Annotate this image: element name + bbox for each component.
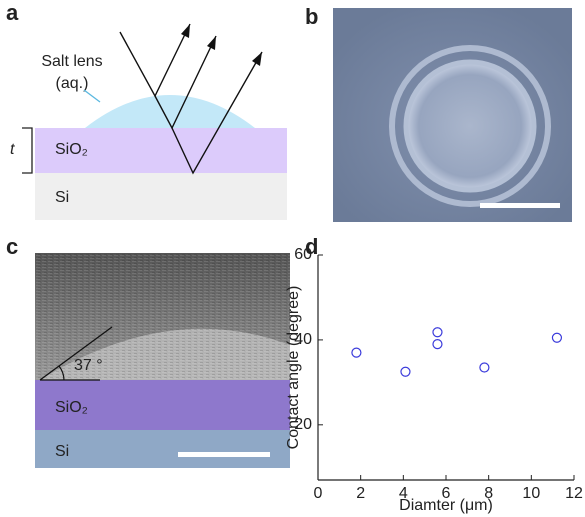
y-axis-title: Contact angle (degree) <box>285 286 302 450</box>
y-tick-label: 40 <box>294 331 312 348</box>
x-tick-label: 0 <box>314 485 323 502</box>
si-layer <box>35 173 287 220</box>
sio2-layer <box>35 128 287 173</box>
pointer <box>83 89 101 103</box>
angle-label: 37 ° <box>74 357 103 374</box>
thickness-label: t <box>10 141 15 158</box>
x-tick-label: 8 <box>484 485 493 502</box>
layer-label: Si <box>55 443 69 460</box>
x-tick-label: 12 <box>565 485 583 502</box>
x-tick-label: 6 <box>442 485 451 502</box>
si-layer <box>35 430 290 468</box>
salt-lens <box>85 95 255 128</box>
x-axis-title: Diamter (μm) <box>399 497 493 514</box>
scale-bar <box>480 203 560 208</box>
data-point <box>479 362 490 373</box>
layer-label: Si <box>55 189 69 206</box>
lens-label: (aq.) <box>56 75 89 92</box>
arrowheads <box>181 24 262 66</box>
data-point <box>432 339 443 350</box>
panel-label: b <box>305 4 318 29</box>
ring <box>403 59 537 193</box>
scale-bar <box>178 452 270 457</box>
ring <box>389 45 551 207</box>
layer-label: SiO₂ <box>55 141 88 158</box>
lens-label: Salt lens <box>41 53 102 70</box>
panel-label: a <box>6 0 19 25</box>
data-point <box>551 332 563 343</box>
data-point <box>432 327 443 338</box>
x-tick-label: 10 <box>522 485 540 502</box>
y-tick-label: 60 <box>294 246 312 263</box>
light-rays <box>119 23 263 175</box>
thickness-bracket <box>22 127 33 174</box>
x-tick-label: 2 <box>356 485 365 502</box>
tangent-line <box>39 326 113 381</box>
data-point <box>400 366 411 377</box>
layer-label: SiO₂ <box>55 399 88 416</box>
data-point <box>351 347 362 358</box>
angle-arc <box>58 365 65 381</box>
panel-label: d <box>305 234 318 259</box>
image-noise <box>35 253 290 380</box>
y-tick-label: 20 <box>294 416 312 433</box>
x-tick-label: 4 <box>399 485 408 502</box>
sio2-layer <box>35 380 290 430</box>
panel-label: c <box>6 234 18 259</box>
